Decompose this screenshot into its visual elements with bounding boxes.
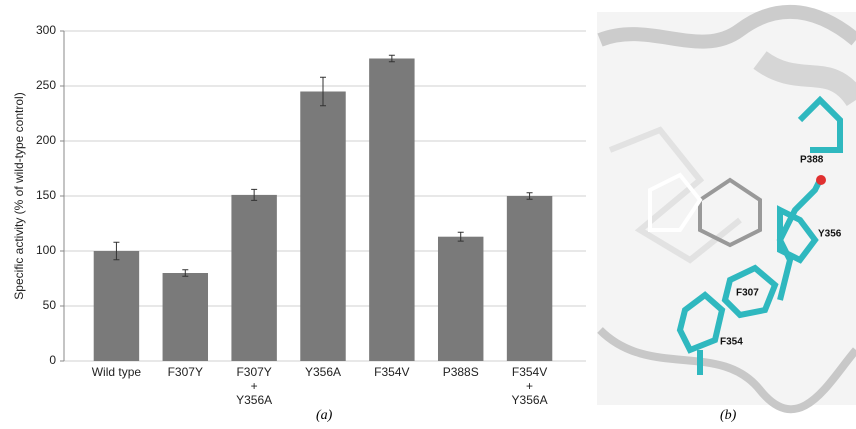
bar [507,196,552,361]
bar [300,92,345,362]
x-tick-label: F354V [357,365,427,379]
y-tick-label: 0 [49,353,56,367]
x-tick-label: Wild type [81,365,151,379]
y-axis-label: Specific activity (% of wild-type contro… [12,92,26,299]
residue-label: Y356 [818,229,842,240]
bar [231,195,276,361]
oxygen [816,175,826,185]
y-tick-label: 200 [36,133,56,147]
caption: (a) [316,408,332,424]
y-tick-label: 100 [36,243,56,257]
y-tick-label: 300 [36,23,56,37]
x-tick-label: P388S [426,365,496,379]
residue-label: P388 [800,155,824,166]
bar [163,273,208,361]
y-tick-label: 250 [36,78,56,92]
x-tick-label: F307Y + Y356A [219,365,289,407]
x-tick-label: Y356A [288,365,358,379]
molecule-panel: P388 Y356 F307 F354 [597,12,856,409]
bar [438,237,483,361]
x-tick-label: F307Y [150,365,220,379]
caption: (b) [720,408,736,424]
residue-label: F354 [720,337,743,348]
residue-label: F307 [736,288,759,299]
y-tick-label: 50 [43,298,57,312]
y-tick-label: 150 [36,188,56,202]
bar [369,59,414,362]
x-tick-label: F354V + Y356A [495,365,565,407]
bar [94,251,139,361]
page: Specific activity (% of wild-type contro… [0,0,856,429]
